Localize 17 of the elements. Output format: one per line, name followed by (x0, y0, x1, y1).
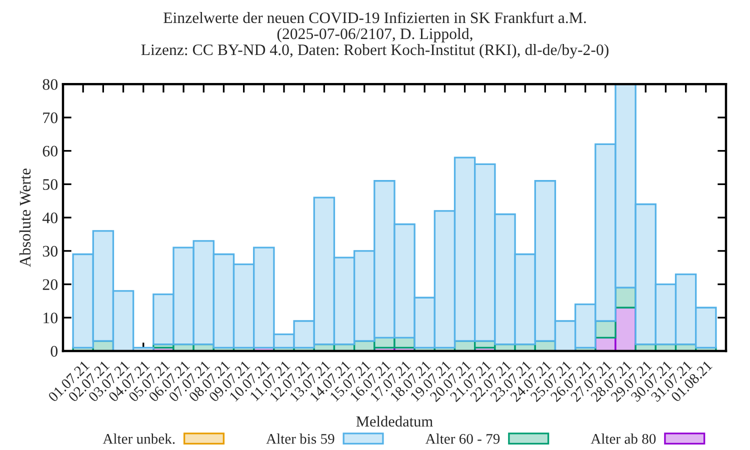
y-tick-label: 80 (42, 79, 58, 90)
chart-title: Einzelwerte der neuen COVID-19 Infizierten in SK Frankfurt a.M. (164, 12, 586, 24)
y-tick-label: 70 (43, 112, 58, 124)
legend-label: Alter unbek. (102, 434, 175, 444)
legend-label: Alter ab 80 (590, 434, 656, 444)
x-axis-title: Meldedatum (356, 416, 433, 427)
y-tick-label: 0 (50, 346, 58, 357)
y-tick-label: 30 (42, 246, 58, 257)
y-tick-label: 20 (42, 279, 58, 290)
y-tick-label: 10 (44, 312, 58, 324)
chart-subtitle: (2025-07-06/2107, D. Lippold, Lizenz: CC BY-ND 4.0, Daten: Robert Koch-Institut (RKI), dl-de/by-2-0) (141, 28, 608, 58)
y-tick-label: 50 (43, 179, 58, 190)
legend-label: Alter bis 59 (266, 434, 334, 444)
y-tick-label: 60 (42, 146, 58, 157)
y-tick-label: 40 (42, 212, 58, 224)
y-axis-title: Absolute Werte (19, 168, 31, 267)
legend-label: Alter 60 - 79 (425, 434, 500, 444)
